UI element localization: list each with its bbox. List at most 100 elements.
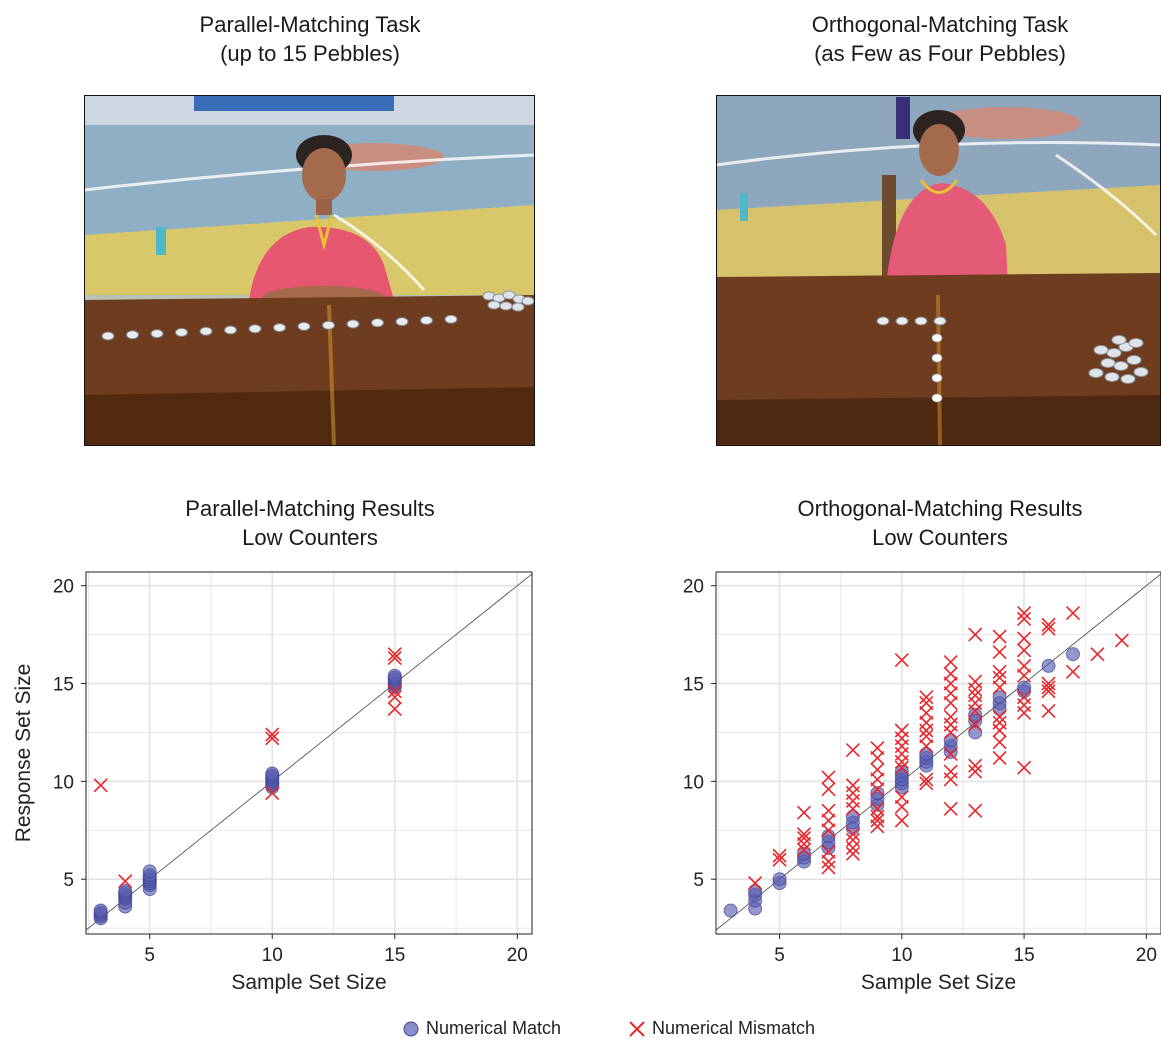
mismatch-point: [943, 801, 958, 816]
mismatch-point: [1017, 631, 1032, 646]
pebble: [346, 319, 360, 329]
y-tick-label: 10: [53, 772, 74, 793]
mismatch-point: [1041, 676, 1056, 691]
mismatch-point: [894, 652, 909, 668]
mismatch-point: [992, 629, 1007, 644]
identity-line: [715, 573, 1161, 931]
match-point: [821, 829, 836, 844]
plot-frame: [715, 571, 1161, 935]
mismatch-point: [968, 717, 983, 732]
mismatch-point: [387, 684, 402, 699]
identity-line: [85, 573, 533, 931]
pebble: [914, 316, 928, 326]
mismatch-point: [992, 750, 1007, 765]
x-tick-label: 15: [384, 945, 405, 966]
match-point: [772, 872, 787, 887]
mismatch-point: [387, 651, 402, 666]
pebble: [876, 316, 890, 326]
mismatch-point: [919, 729, 934, 744]
mismatch-point: [894, 723, 909, 738]
match-point: [1041, 658, 1056, 673]
pebble: [199, 326, 213, 336]
pebble: [322, 320, 335, 330]
chart-orthogonal-results: 5 10 15 20 5 10 15 20 Sample Set Size: [683, 571, 1161, 994]
x-tick-label: 20: [1136, 945, 1157, 966]
pebble: [931, 333, 943, 343]
mismatch-point: [992, 735, 1007, 750]
pebble: [297, 321, 311, 331]
chart-title-right-line2: Low Counters: [872, 525, 1008, 550]
match-point: [870, 786, 885, 801]
mismatch-point: [870, 741, 885, 756]
mismatch-point: [387, 690, 402, 705]
pebble: [248, 324, 262, 334]
mismatch-point: [1090, 647, 1105, 662]
pebble-column: [931, 333, 943, 403]
mismatch-point: [1065, 606, 1081, 621]
mismatch-point: [919, 696, 934, 711]
match-point: [93, 903, 108, 918]
photo-title-right-line1: Orthogonal-Matching Task: [811, 12, 1069, 37]
photo-parallel-task: [84, 95, 535, 446]
x-tick-label: 5: [144, 945, 155, 966]
mismatch-point: [821, 803, 836, 818]
mismatch-point: [968, 764, 983, 779]
photo-title-left: Parallel-Matching Task (up to 15 Pebbles…: [80, 10, 540, 68]
match-point: [968, 725, 983, 740]
mismatch-point: [387, 701, 402, 717]
pebble: [931, 393, 943, 403]
match-point: [894, 764, 909, 779]
photo-orthogonal-task: [716, 95, 1161, 446]
mismatch-point: [968, 758, 983, 773]
pebble: [371, 318, 384, 328]
x-tick-label: 20: [507, 945, 528, 966]
plot-area: [716, 572, 1161, 934]
mismatch-point: [943, 666, 958, 681]
mismatch-point: [796, 842, 812, 857]
mismatch-point: [1065, 664, 1081, 679]
photo-title-right-line2: (as Few as Four Pebbles): [814, 41, 1066, 66]
mismatch-point: [894, 813, 909, 828]
mismatch-point: [821, 770, 836, 785]
y-tick-label: 15: [683, 675, 704, 696]
y-tick-label: 15: [53, 675, 74, 696]
plot-frame: [85, 571, 533, 935]
mismatch-point: [919, 690, 934, 705]
mismatch-point: [1114, 633, 1129, 648]
pebble: [126, 330, 139, 340]
legend-match-label: Numerical Match: [426, 1018, 562, 1038]
x-tick-label: 10: [262, 945, 283, 966]
pebble: [395, 317, 409, 327]
photo-title-right: Orthogonal-Matching Task (as Few as Four…: [710, 10, 1161, 68]
x-tick-label: 10: [891, 945, 912, 966]
mismatch-point: [870, 813, 885, 828]
chart-title-left: Parallel-Matching Results Low Counters: [80, 494, 540, 552]
mismatch-point: [265, 727, 280, 742]
x-axis-label: Sample Set Size: [231, 971, 386, 994]
match-point: [968, 707, 983, 722]
match-point: [118, 883, 133, 898]
mismatch-point: [968, 674, 983, 689]
y-tick-label: 5: [63, 870, 74, 891]
mismatch-point: [968, 627, 983, 642]
mismatch-point: [992, 664, 1007, 679]
y-tick-label: 5: [693, 870, 704, 891]
match-point: [992, 690, 1007, 705]
mismatch-point: [772, 852, 787, 867]
mismatch-point: [992, 645, 1007, 660]
mismatch-point: [992, 709, 1007, 724]
mismatch-point: [845, 846, 860, 861]
mismatch-point: [1041, 703, 1056, 718]
pebble: [931, 353, 943, 363]
match-point: [1065, 647, 1080, 662]
pebble: [101, 331, 115, 341]
mismatch-point: [796, 831, 812, 846]
mismatch-point: [943, 709, 958, 724]
pebble: [420, 315, 433, 325]
x-tick-label: 5: [774, 945, 785, 966]
match-point: [723, 903, 738, 918]
chart-title-right: Orthogonal-Matching Results Low Counters: [710, 494, 1161, 552]
match-point: [919, 746, 934, 761]
legend-cross-icon: [629, 1020, 645, 1037]
pebble: [895, 316, 909, 326]
